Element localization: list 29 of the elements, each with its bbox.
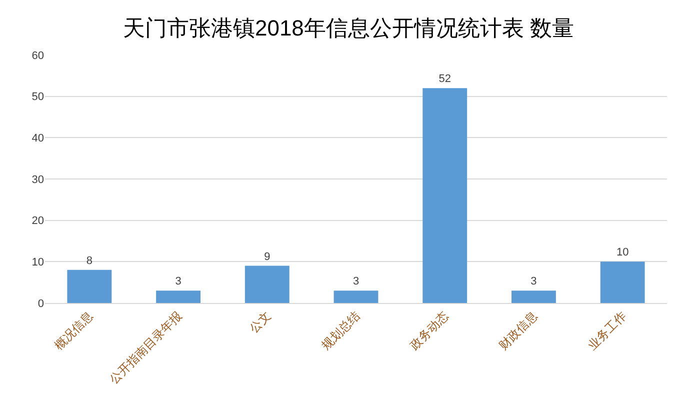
x-tick-label: 财政信息 bbox=[496, 308, 540, 353]
x-tick-label: 政务动态 bbox=[407, 308, 452, 353]
y-tick-label: 60 bbox=[32, 50, 44, 62]
bar bbox=[512, 290, 556, 303]
x-tick-label: 业务工作 bbox=[585, 308, 629, 353]
bar bbox=[422, 88, 468, 303]
y-tick-label: 0 bbox=[38, 298, 44, 310]
x-tick-label: 概况信息 bbox=[52, 308, 96, 353]
data-label: 8 bbox=[86, 254, 92, 267]
data-label: 3 bbox=[352, 276, 360, 288]
y-tick-label: 40 bbox=[32, 132, 44, 145]
y-tick-label: 20 bbox=[32, 215, 44, 228]
data-label: 9 bbox=[264, 250, 270, 263]
bar bbox=[67, 270, 112, 303]
y-tick-label: 10 bbox=[32, 256, 44, 269]
bar bbox=[156, 290, 200, 303]
x-tick-label: 公文 bbox=[246, 308, 274, 336]
x-tick-label: 公开指南目录年报 bbox=[106, 308, 185, 387]
x-tick-label: 规划总结 bbox=[318, 308, 362, 353]
bar bbox=[600, 262, 645, 303]
bar bbox=[244, 266, 290, 303]
chart-title: 天门市张港镇2018年信息公开情况统计表 数量 bbox=[122, 15, 574, 40]
data-label: 10 bbox=[616, 246, 629, 259]
y-tick-label: 50 bbox=[32, 91, 44, 104]
data-label: 3 bbox=[530, 276, 537, 288]
bar bbox=[334, 290, 378, 303]
data-label: 3 bbox=[175, 276, 182, 288]
data-label: 52 bbox=[438, 73, 451, 86]
y-tick-label: 30 bbox=[32, 174, 44, 186]
